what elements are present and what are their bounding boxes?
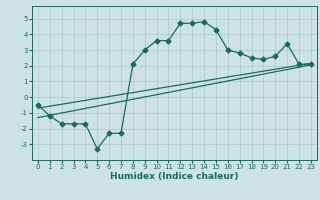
X-axis label: Humidex (Indice chaleur): Humidex (Indice chaleur)	[110, 172, 239, 181]
